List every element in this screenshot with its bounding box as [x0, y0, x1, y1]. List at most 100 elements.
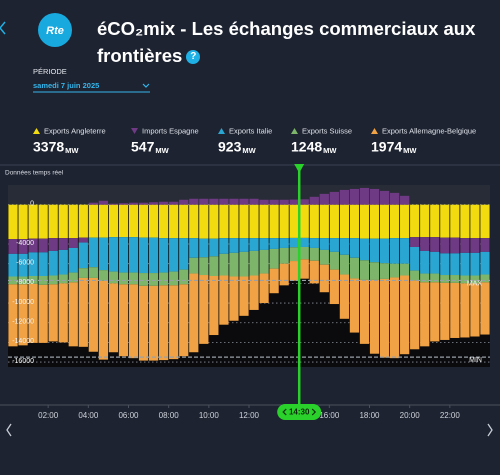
bar-segment — [179, 269, 189, 285]
bar-segment — [289, 237, 299, 248]
bar-segment — [138, 237, 149, 274]
legend-label: Imports Espagne — [142, 126, 199, 135]
bar-segment — [58, 283, 68, 343]
bar-segment — [88, 277, 98, 352]
bar-segment — [239, 238, 249, 252]
bar-segment — [460, 204, 470, 239]
cursor-pill[interactable] — [277, 404, 322, 420]
bar-segment — [309, 247, 319, 261]
readout-value: 547 — [131, 139, 155, 155]
bar-segment — [430, 237, 440, 252]
bar-segment — [38, 252, 48, 276]
y-tick-label: -4000 — [16, 240, 34, 247]
legend-marker — [218, 128, 225, 134]
bar-segment — [450, 253, 460, 276]
bar-segment — [98, 237, 109, 271]
bar-segment — [339, 274, 350, 319]
bar-segment — [169, 204, 179, 239]
y-tick-label: -14000 — [12, 338, 34, 345]
bar-segment — [199, 198, 209, 205]
bar-segment — [480, 238, 490, 252]
bar-segment — [299, 237, 309, 247]
bar-segment — [379, 204, 390, 239]
bar-segment — [389, 263, 400, 278]
bar-segment — [470, 238, 480, 253]
bar-segment — [359, 260, 370, 280]
y-tick-label: -8000 — [16, 279, 34, 286]
help-badge[interactable]: ? — [186, 50, 201, 65]
legend-label: Exports Italie — [229, 126, 272, 135]
bar-segment — [319, 193, 329, 205]
bar-segment — [8, 239, 18, 254]
bar-segment — [68, 282, 78, 347]
bar-segment — [249, 204, 259, 239]
bar-segment — [400, 275, 410, 355]
bar-segment — [209, 276, 219, 336]
bar-segment — [279, 204, 289, 239]
bar-segment — [309, 260, 319, 284]
bar-segment — [48, 250, 58, 276]
bar-segment — [410, 270, 420, 281]
bar-segment — [289, 261, 299, 281]
bar-segment — [359, 279, 370, 344]
bar-segment — [349, 238, 360, 258]
bar-segment — [379, 238, 390, 264]
bar-segment — [199, 257, 209, 276]
bar-segment — [440, 282, 450, 340]
x-tick-label: 20:00 — [400, 411, 421, 420]
bar-segment — [128, 204, 139, 238]
bar-segment — [159, 238, 169, 273]
bar-segment — [309, 196, 319, 205]
bar-segment — [359, 204, 370, 239]
logo-text: Rte — [46, 25, 64, 37]
next-arrow[interactable] — [487, 423, 493, 437]
bar-segment — [28, 252, 38, 276]
bar-segment — [148, 237, 159, 274]
bar-segment — [68, 272, 78, 283]
bar-segment — [400, 263, 410, 276]
bar-segment — [420, 204, 430, 238]
bar-segment — [319, 238, 329, 250]
bar-segment — [78, 268, 88, 278]
bar-segment — [18, 239, 28, 254]
bar-segment — [118, 272, 129, 285]
bar-segment — [108, 204, 119, 238]
bar-segment — [138, 202, 149, 205]
bar-segment — [369, 262, 380, 280]
legend-marker — [371, 128, 378, 134]
bar-segment — [259, 273, 269, 304]
bar-segment — [58, 204, 68, 239]
bar-segment — [189, 273, 199, 353]
bar-segment — [359, 238, 370, 261]
bar-segment — [159, 285, 169, 361]
bar-segment — [179, 238, 189, 270]
bar-segment — [249, 238, 259, 251]
bar-segment — [329, 204, 339, 239]
back-arrow[interactable] — [0, 21, 6, 35]
date-chevron[interactable] — [142, 83, 150, 88]
bar-segment — [189, 257, 199, 274]
plot-bg-negative — [8, 204, 490, 367]
bar-segment — [410, 204, 420, 238]
y-tick-label: -6000 — [16, 260, 34, 267]
bar-segment — [88, 237, 98, 268]
bar-segment — [389, 204, 400, 239]
bar-segment — [219, 253, 229, 276]
x-tick-label: 16:00 — [319, 411, 340, 420]
bar-segment — [279, 238, 289, 248]
bar-segment — [269, 199, 279, 205]
x-tick-label: 06:00 — [118, 411, 139, 420]
bar-segment — [329, 191, 339, 205]
bar-segment — [410, 237, 420, 247]
bar-segment — [8, 253, 18, 277]
bar-segment — [389, 192, 400, 205]
bar-segment — [369, 204, 380, 239]
prev-arrow[interactable] — [6, 423, 12, 437]
bar-segment — [38, 238, 48, 253]
bar-segment — [410, 246, 420, 271]
bar-segment — [118, 203, 129, 205]
bar-segment — [460, 283, 470, 338]
bar-segment — [279, 199, 289, 205]
date-select[interactable]: samedi 7 juin 2025 — [33, 81, 99, 90]
bar-segment — [349, 188, 360, 205]
